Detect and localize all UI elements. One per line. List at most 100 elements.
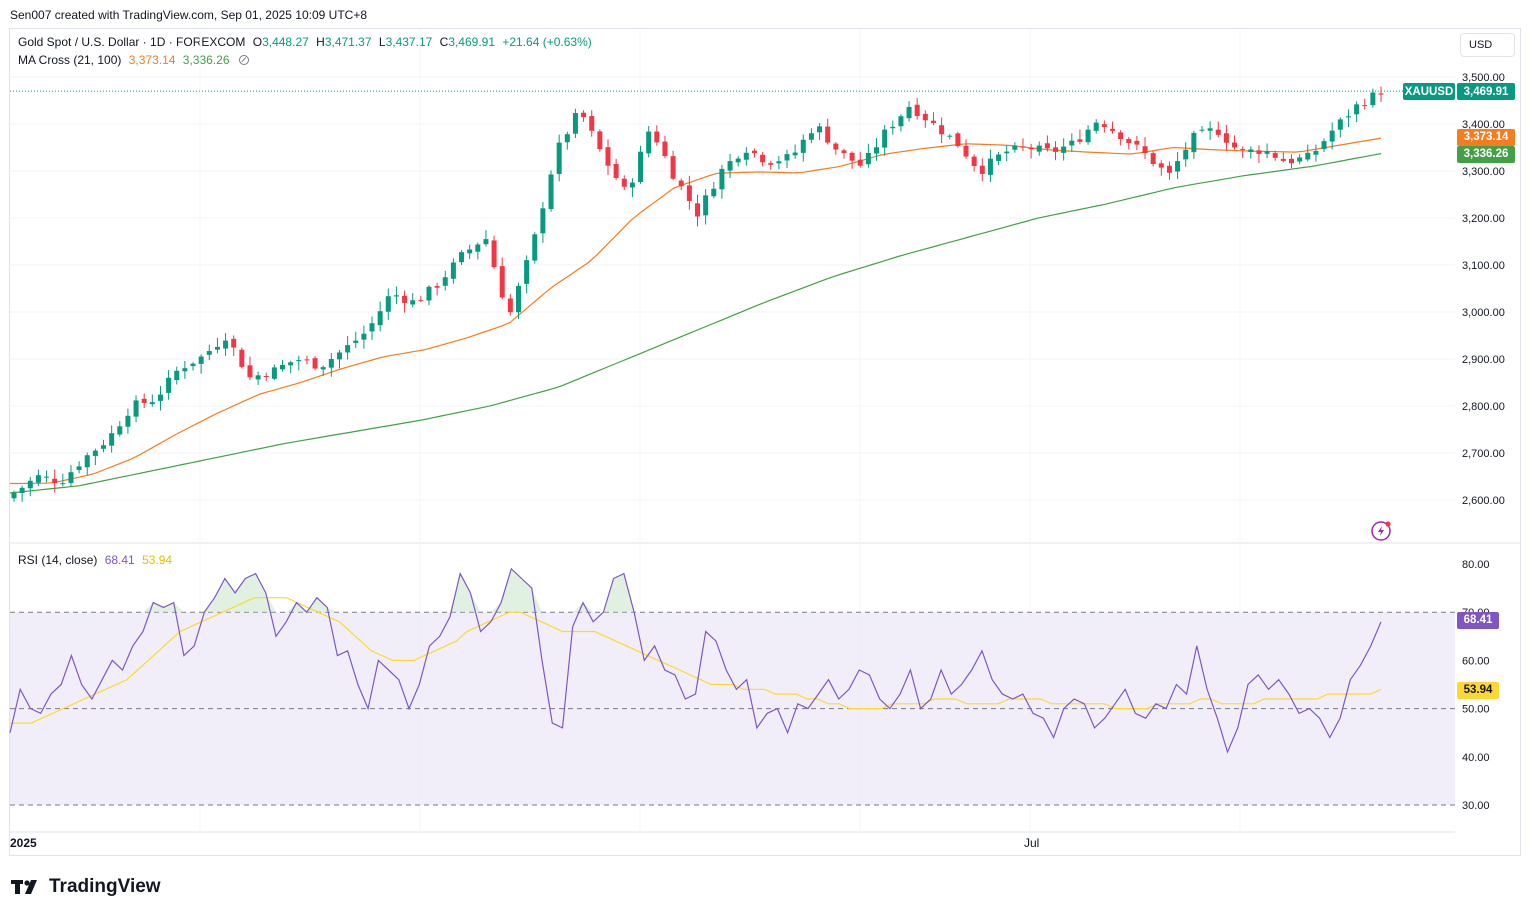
candle — [817, 123, 823, 140]
candle — [572, 108, 578, 138]
rsi-pane — [9, 567, 1455, 806]
candle — [402, 290, 408, 313]
candle-body — [1101, 124, 1107, 127]
candle — [792, 144, 798, 159]
candle — [605, 139, 611, 175]
candle — [84, 452, 90, 476]
candle — [288, 360, 294, 374]
candle — [141, 393, 147, 409]
candle-body — [1061, 146, 1067, 153]
candle-body — [930, 120, 936, 123]
candle-body — [393, 295, 399, 297]
candle — [450, 258, 456, 284]
candle-body — [336, 352, 342, 360]
candle — [996, 151, 1002, 166]
candle-body — [1036, 145, 1042, 152]
candle — [597, 129, 603, 152]
candle — [735, 156, 741, 167]
ma-slow-tag: 3,336.26 — [1457, 145, 1515, 163]
candle — [182, 360, 188, 379]
candle — [719, 164, 725, 199]
candle-body — [247, 365, 253, 378]
symbol-description[interactable]: Gold Spot / U.S. Dollar · 1D · FOREXCOM — [18, 35, 246, 49]
ohlc-legend: Gold Spot / U.S. Dollar · 1D · FOREXCOM … — [18, 35, 592, 49]
candle-body — [353, 340, 359, 343]
candle — [44, 470, 50, 483]
rsi-value: 68.41 — [104, 553, 135, 567]
candle — [117, 421, 123, 437]
candle-body — [271, 367, 277, 379]
candle — [76, 461, 82, 474]
candle — [1329, 122, 1335, 150]
candle — [922, 110, 928, 128]
candle-body — [678, 180, 684, 187]
candle-body — [1297, 157, 1303, 162]
candle-body — [1199, 129, 1205, 131]
candle-body — [1142, 146, 1148, 154]
symbol-tag: XAUUSD — [1403, 83, 1455, 101]
candle-body — [963, 145, 969, 157]
eye-crossed-icon[interactable] — [238, 55, 249, 65]
candle-body — [345, 345, 351, 353]
rsi-legend-name: RSI (14, close) — [18, 553, 98, 567]
candle-body — [524, 260, 530, 284]
candle-body — [922, 113, 928, 121]
candle — [442, 270, 448, 291]
rsi-tag: 68.41 — [1457, 611, 1499, 629]
candle — [1183, 142, 1189, 167]
low-value: 3,437.17 — [385, 35, 433, 49]
candle-body — [125, 415, 131, 427]
brand[interactable]: TradingView — [11, 876, 161, 898]
candle — [1256, 145, 1262, 163]
candle — [882, 124, 888, 156]
candle — [1175, 152, 1181, 180]
ma-slow-line — [9, 153, 1382, 494]
candle — [1093, 119, 1099, 134]
candle-body — [68, 472, 74, 483]
price-tick-label: 3,000.00 — [1462, 307, 1505, 319]
price-tick-label: 3,500.00 — [1462, 72, 1505, 84]
candle-body — [1004, 151, 1010, 154]
candle-body — [833, 143, 839, 150]
ma-fast-value: 3,373.14 — [128, 53, 176, 67]
candle-body — [760, 154, 766, 163]
candle-body — [1313, 150, 1319, 155]
candle — [947, 134, 953, 140]
candle — [1142, 137, 1148, 159]
candle-body — [288, 362, 294, 366]
ma-legend[interactable]: MA Cross (21, 100) 3,373.14 3,336.26 — [18, 53, 249, 67]
candle-body — [1109, 128, 1115, 131]
candle-body — [670, 156, 676, 179]
candle — [1126, 136, 1132, 150]
candle — [1061, 138, 1067, 161]
rsi-legend[interactable]: RSI (14, close) 68.41 53.94 — [18, 553, 172, 567]
candle — [434, 282, 440, 296]
candle-body — [149, 402, 155, 405]
candle — [532, 232, 538, 264]
candle — [52, 469, 58, 493]
lightning-icon[interactable] — [1371, 521, 1391, 541]
candle-body — [540, 208, 546, 234]
candle-body — [182, 368, 188, 372]
candle — [467, 244, 473, 260]
candle — [507, 294, 513, 316]
high-value: 3,471.37 — [324, 35, 372, 49]
candle — [548, 170, 554, 212]
candle-body — [857, 159, 863, 166]
candle-body — [361, 333, 367, 340]
candle — [638, 145, 644, 184]
candle — [361, 325, 367, 349]
currency-button[interactable]: USD — [1460, 33, 1515, 57]
candle — [92, 448, 98, 466]
candle-body — [442, 277, 448, 286]
price-tick-label: 3,200.00 — [1462, 213, 1505, 225]
candle — [280, 360, 286, 372]
candle — [385, 288, 391, 320]
candle-body — [231, 338, 237, 348]
candle-body — [166, 377, 172, 393]
candle-body — [800, 139, 806, 153]
candle — [1012, 142, 1018, 153]
candle — [1313, 144, 1319, 162]
candle-body — [239, 349, 245, 367]
